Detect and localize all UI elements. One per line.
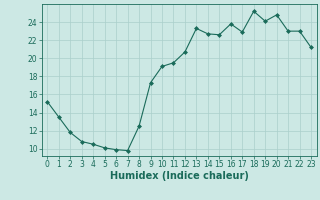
X-axis label: Humidex (Indice chaleur): Humidex (Indice chaleur) [110, 171, 249, 181]
